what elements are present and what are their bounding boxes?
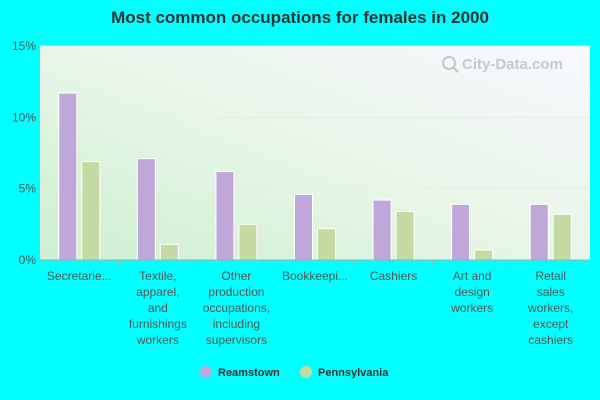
watermark: City-Data.com — [442, 56, 563, 73]
bar-pennsylvania — [81, 161, 101, 261]
category-label: Textile, apparel, and furnishings workers — [129, 269, 187, 347]
legend-label: Pennsylvania — [318, 367, 389, 379]
bar-reamstown — [136, 158, 156, 261]
bar-pennsylvania — [317, 228, 336, 261]
bar-pennsylvania — [238, 223, 258, 261]
bar-pennsylvania — [159, 243, 179, 261]
legend-item-pennsylvania: Pennsylvania — [300, 366, 389, 379]
legend-swatch — [200, 366, 212, 378]
y-tick-label: 10% — [12, 110, 36, 124]
category-label: Other production occupations, including supe… — [203, 269, 270, 347]
bar-reamstown — [529, 203, 549, 261]
category-label: Secretarie... — [47, 269, 112, 283]
y-tick-label: 15% — [12, 39, 36, 53]
bar-reamstown — [451, 203, 471, 261]
bar-pennsylvania — [395, 210, 415, 261]
bar-reamstown — [58, 92, 78, 261]
category-label: Art and design workers — [450, 269, 493, 315]
magnifier-icon — [442, 56, 459, 73]
bar-reamstown — [215, 171, 235, 261]
y-tick-label: 0% — [19, 253, 37, 267]
bar-pennsylvania — [474, 249, 494, 261]
legend-swatch — [300, 366, 312, 378]
bar-reamstown — [372, 199, 392, 261]
category-label: Bookkeepi... — [282, 269, 348, 283]
chart-title: Most common occupations for females in 2… — [111, 8, 489, 27]
plot-area — [40, 46, 590, 260]
y-tick-label: 5% — [19, 182, 37, 196]
bar-reamstown — [294, 193, 313, 261]
legend-item-reamstown: Reamstown — [200, 366, 280, 379]
bar-pennsylvania — [552, 213, 572, 261]
watermark-text: City-Data.com — [462, 56, 563, 73]
category-label: Cashiers — [370, 269, 417, 283]
category-label: Retail sales workers, except cashiers — [527, 269, 573, 347]
legend-label: Reamstown — [218, 367, 280, 379]
